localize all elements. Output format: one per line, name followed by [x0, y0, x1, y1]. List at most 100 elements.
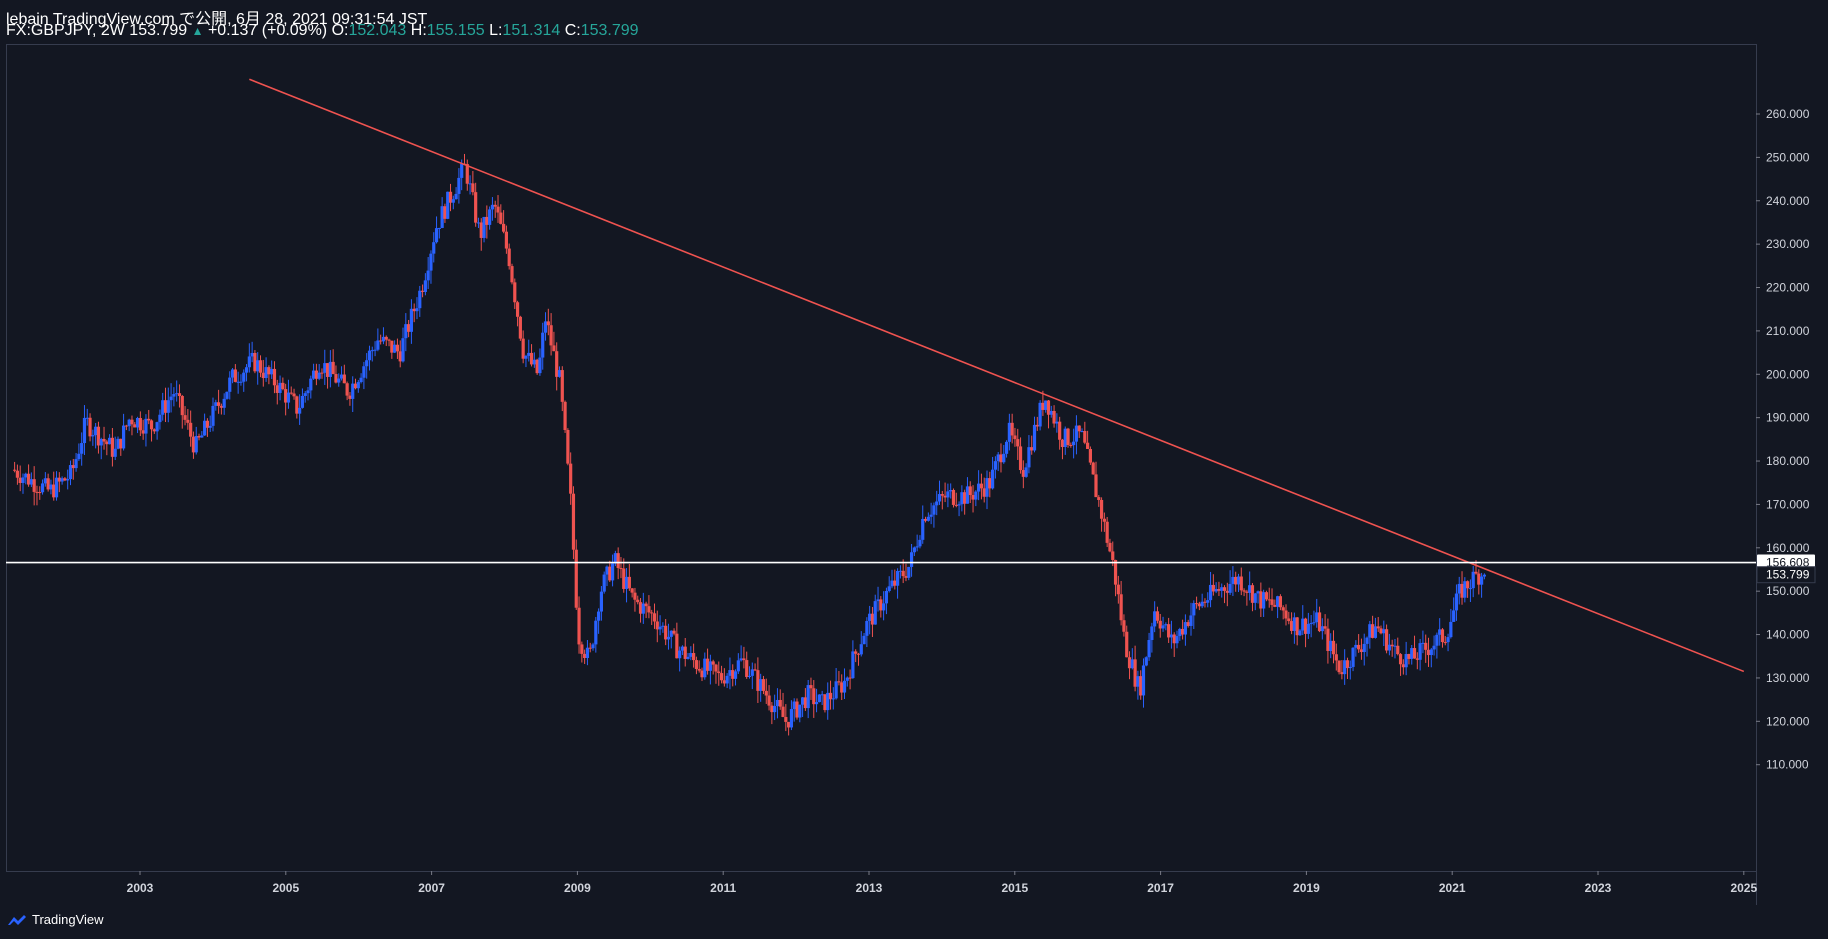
candle [840, 674, 844, 701]
candle [887, 576, 891, 593]
candle [373, 341, 377, 357]
candle [979, 473, 984, 500]
candle [135, 416, 140, 434]
candle-body [901, 570, 905, 577]
candle [1404, 641, 1408, 676]
x-tick-label: 2007 [418, 881, 445, 895]
candle [1088, 446, 1092, 465]
candle-body [418, 290, 422, 309]
candle-body [208, 425, 212, 428]
candle-body [988, 478, 992, 489]
candle [242, 369, 246, 392]
candle [694, 656, 699, 675]
candle-body [102, 438, 106, 442]
candle [1046, 399, 1051, 429]
candle [926, 512, 930, 522]
candle-body [560, 370, 564, 402]
candle-body [1326, 628, 1330, 651]
candle [1270, 588, 1274, 611]
candle [845, 676, 849, 687]
candle [1072, 428, 1076, 459]
candle [250, 341, 254, 363]
chart-header-ohlc: FX:GBPJPY, 2W 153.799 ▲ +0.137 (+0.09%) … [6, 22, 639, 40]
candle-body [1002, 453, 1006, 463]
candle-body [831, 698, 835, 700]
candle-body [18, 477, 22, 483]
candle-body [309, 378, 313, 391]
candle [700, 667, 704, 682]
candle-body [965, 486, 970, 504]
price-axis[interactable]: 110.000 120.000 130.000 140.000 150.000 160.0… [1756, 107, 1810, 772]
symbol-label[interactable]: FX:GBPJPY, 2W 153.799 [6, 22, 188, 39]
candle [1164, 622, 1168, 631]
candle [985, 470, 989, 510]
candle-body [591, 644, 595, 649]
candle [158, 409, 162, 430]
candle [599, 586, 604, 621]
candle-body [700, 670, 704, 678]
candle [608, 560, 612, 582]
candle [328, 350, 332, 388]
high-value: 155.155 [426, 22, 485, 39]
candle-body [264, 367, 268, 379]
candle-body [954, 504, 958, 506]
candle [859, 631, 863, 657]
candle [1264, 590, 1269, 602]
candle [208, 415, 212, 433]
candle-body [1284, 610, 1288, 619]
candle [1018, 437, 1023, 474]
x-tick-label: 2019 [1293, 881, 1320, 895]
candle-body [1203, 601, 1207, 603]
candle [462, 153, 467, 165]
candle [932, 502, 936, 528]
candle-body [219, 405, 223, 408]
candle [74, 452, 78, 472]
candle-body [1206, 600, 1210, 603]
candle [1303, 617, 1308, 648]
candle-body [119, 438, 123, 449]
candle-body [1382, 629, 1386, 634]
candle [130, 415, 134, 436]
candle-body [1197, 603, 1201, 607]
candle-body [230, 369, 235, 378]
candle-body [703, 658, 707, 678]
candle [1368, 620, 1372, 649]
candle-body [915, 546, 919, 548]
candle-body [306, 390, 310, 394]
candle [560, 366, 564, 412]
candle-body [1354, 644, 1358, 648]
candle-body [328, 361, 332, 377]
candle [1125, 625, 1129, 658]
candle-body [999, 454, 1003, 463]
candle [800, 697, 805, 718]
candle [186, 408, 190, 430]
footer-brand[interactable]: TradingView [6, 912, 104, 927]
time-axis[interactable]: 2003 2005 2007 2009 2011 2013 2015 2017 2019 2021… [127, 871, 1758, 895]
candle-body [1323, 626, 1327, 629]
candle-body [1049, 410, 1053, 415]
candle-body [655, 621, 659, 630]
candle-body [711, 661, 715, 665]
candle [543, 312, 548, 341]
candle-body [1368, 624, 1372, 638]
candle [1167, 617, 1171, 643]
candle-body [775, 699, 780, 707]
candle [1194, 596, 1199, 609]
trendline[interactable] [249, 78, 1745, 673]
candle-body [538, 357, 542, 374]
candle [359, 373, 363, 384]
candle-body [644, 603, 648, 607]
candle-body [895, 571, 900, 586]
candle [1144, 656, 1148, 667]
candle-body [1225, 590, 1229, 593]
candle [1183, 614, 1188, 646]
last-price-label-text: 153.799 [1766, 568, 1810, 582]
candle [482, 216, 486, 243]
candle [440, 197, 444, 229]
candle-body [393, 344, 397, 353]
candle [1041, 390, 1045, 416]
candle [1002, 444, 1006, 464]
candle [1312, 610, 1316, 626]
candle [876, 586, 880, 612]
